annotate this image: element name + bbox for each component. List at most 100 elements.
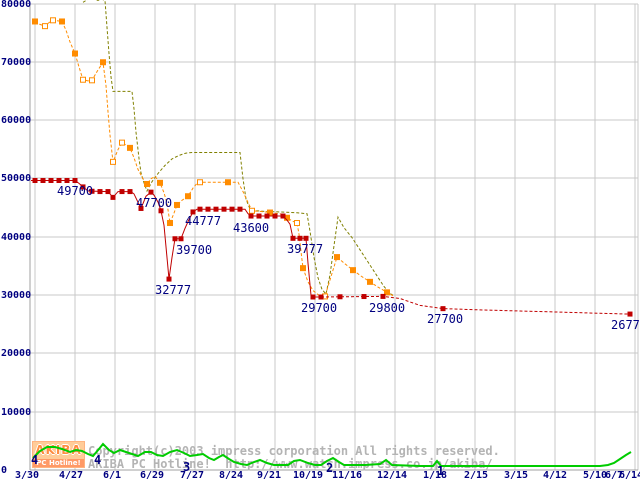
lowest-price-marker (297, 235, 303, 241)
y-axis-tick-label: 50000 (1, 173, 32, 184)
price-callout: 26770 (611, 318, 640, 332)
lowest-price-marker (627, 311, 633, 317)
price-callout: 44777 (185, 214, 222, 228)
x-axis-tick-label: 4/27 (58, 470, 84, 480)
average-price-marker (119, 139, 125, 146)
average-price-marker (127, 144, 133, 151)
average-price-marker (32, 18, 38, 25)
lowest-price-marker (256, 213, 262, 219)
lowest-price-marker (105, 189, 111, 195)
lowest-price-marker (264, 213, 270, 219)
akiba-logo-subtitle: PC Hotline! (33, 459, 84, 467)
lowest-price-marker (361, 294, 367, 300)
shop-count-label: 1 (437, 464, 445, 478)
average-price-marker (72, 50, 78, 57)
lowest-price-marker (221, 206, 227, 212)
highest-price-line (82, 0, 394, 296)
average-price-marker (42, 23, 48, 30)
average-price-marker (294, 220, 300, 227)
lowest-price-marker (213, 206, 219, 212)
average-price-marker (144, 180, 150, 187)
lowest-price-marker (80, 184, 86, 190)
copyright-line1: Copyright(c)2003 impress corporation All… (88, 444, 500, 458)
average-price-marker (300, 265, 306, 272)
lowest-price-marker (89, 188, 95, 194)
lowest-price-marker (272, 213, 278, 219)
y-axis-tick-label: 0 (1, 465, 8, 476)
average-price-marker (197, 179, 203, 186)
average-price-marker (350, 267, 356, 274)
lowest-price-marker (318, 294, 324, 300)
lowest-price-marker (440, 306, 446, 312)
lowest-price-marker (229, 206, 235, 212)
average-price-marker (80, 76, 86, 83)
lowest-price-marker (32, 177, 38, 183)
y-axis-tick-label: 80000 (1, 0, 32, 10)
lowest-price-marker (190, 209, 196, 215)
x-axis-tick-label: 3/30 (14, 470, 40, 480)
lowest-price-marker (166, 276, 172, 282)
y-axis-tick-label: 20000 (1, 348, 32, 359)
price-callout: 39777 (287, 242, 324, 256)
average-price-marker (367, 278, 373, 285)
average-price-marker (50, 17, 56, 24)
lowest-price-marker (172, 236, 178, 242)
lowest-price-marker (380, 293, 386, 299)
lowest-price-marker (310, 294, 316, 300)
average-price-marker (167, 220, 173, 227)
price-callout: 49700 (57, 184, 94, 198)
shop-count-label: 4 (31, 453, 39, 467)
lowest-price-marker (303, 235, 309, 241)
y-axis-tick-label: 70000 (1, 57, 32, 68)
x-axis-tick-label: 10/19 (292, 470, 324, 480)
shop-count-line (32, 442, 632, 467)
lowest-price-marker (56, 177, 62, 183)
y-axis-tick-label: 60000 (1, 115, 32, 126)
average-price-line (34, 19, 394, 297)
average-price-marker (110, 158, 116, 165)
x-axis-tick-label: 6/29 (139, 470, 165, 480)
shop-count-label: 3 (183, 460, 191, 474)
lowest-price-marker (148, 189, 154, 195)
lowest-price-line (320, 295, 631, 315)
price-callout: 27700 (427, 312, 464, 326)
lowest-price-marker (48, 177, 54, 183)
lowest-price-marker (40, 177, 46, 183)
x-axis-tick-label: 8/24 (218, 470, 244, 480)
lowest-price-marker (280, 213, 286, 219)
lowest-price-marker (248, 213, 254, 219)
average-price-marker (249, 207, 255, 214)
lowest-price-marker (290, 235, 296, 241)
x-axis-tick-label: 2/15 (463, 470, 489, 480)
average-price-marker (267, 209, 273, 216)
lowest-price-marker (110, 194, 116, 200)
lowest-price-marker (337, 294, 343, 300)
lowest-price-marker (119, 189, 125, 195)
x-axis-tick-label: 6/7 (604, 470, 624, 480)
lowest-price-marker (205, 206, 211, 212)
price-callout: 43600 (233, 221, 270, 235)
lowest-price-marker (197, 206, 203, 212)
average-price-marker (384, 289, 390, 296)
average-price-marker (59, 18, 65, 25)
x-axis-tick-label: 6/1 (102, 470, 122, 480)
average-price-marker (174, 201, 180, 208)
y-axis-tick-label: 30000 (1, 290, 32, 301)
x-axis-tick-label: 12/14 (376, 470, 408, 480)
shop-count-label: 4 (94, 453, 102, 467)
average-price-marker (225, 179, 231, 186)
price-callout: 32777 (155, 283, 192, 297)
x-axis-tick-label: 6/14 (618, 470, 640, 480)
price-callout: 47700 (136, 196, 173, 210)
average-price-marker (157, 179, 163, 186)
lowest-price-marker (72, 177, 78, 183)
lowest-price-marker (178, 236, 184, 242)
lowest-price-marker (97, 189, 103, 195)
x-axis-tick-label: 1/18 (422, 470, 448, 480)
x-axis-tick-label: 7/27 (179, 470, 205, 480)
x-axis-tick-label: 9/21 (256, 470, 282, 480)
price-callout: 39700 (176, 243, 213, 257)
